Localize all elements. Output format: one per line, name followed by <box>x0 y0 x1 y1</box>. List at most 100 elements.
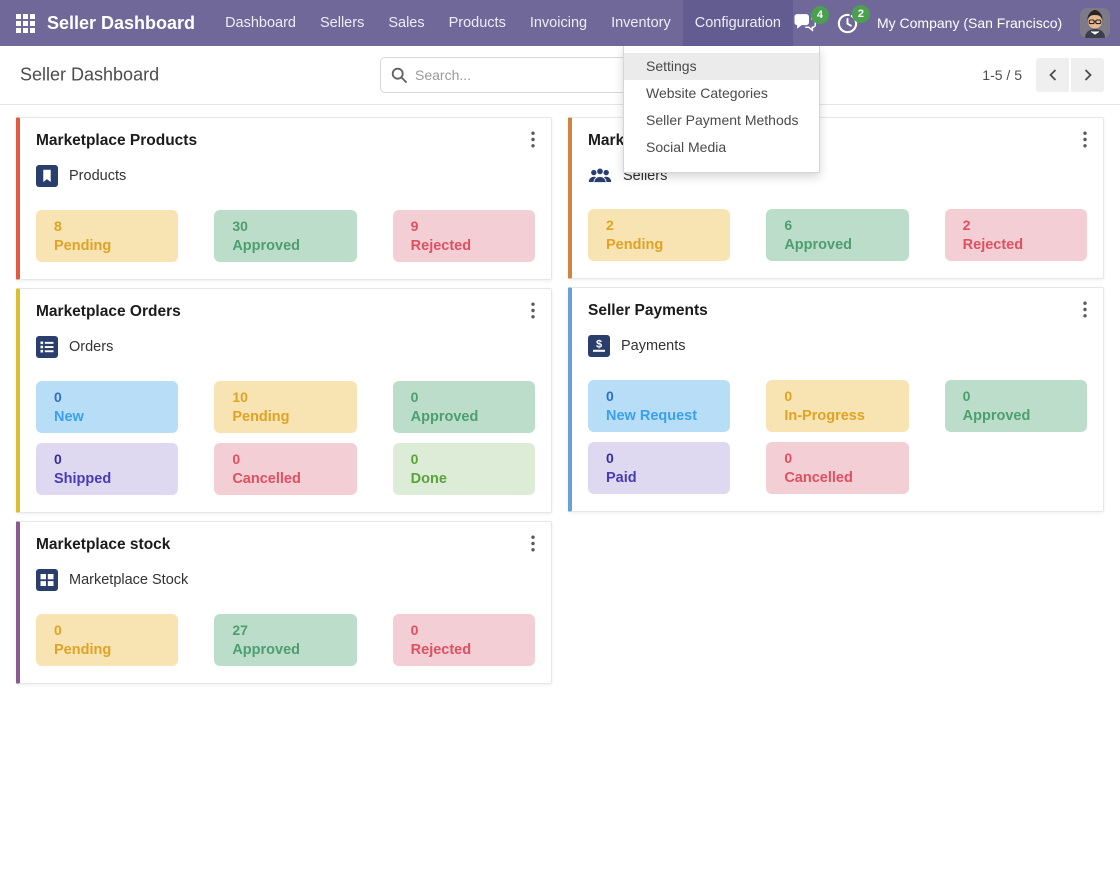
card-menu-link-marketplace-stock[interactable]: Marketplace Stock <box>36 569 188 591</box>
chevron-right-icon <box>1084 69 1092 81</box>
nav-item-sales[interactable]: Sales <box>388 15 425 31</box>
dashboard-content: Marketplace Products Products 8 Pending 30 Ap… <box>0 105 1120 696</box>
app-brand[interactable]: Seller Dashboard <box>47 12 196 33</box>
top-navbar: Seller Dashboard Dashboard Sellers Sales Pr… <box>0 0 1120 46</box>
stat-value: 30 <box>232 218 248 234</box>
card-kebab-menu-icon[interactable] <box>527 300 539 326</box>
stat-label: Pending <box>606 237 664 253</box>
stat-label: Approved <box>962 408 1031 424</box>
company-switcher[interactable]: My Company (San Francisco) <box>876 15 1063 31</box>
stat-value: 0 <box>410 451 419 467</box>
card-kebab-menu-icon[interactable] <box>1079 129 1091 155</box>
pager-next-button[interactable] <box>1071 58 1104 92</box>
nav-item-inventory[interactable]: Inventory <box>611 15 671 31</box>
nav-item-dashboard[interactable]: Dashboard <box>225 15 296 31</box>
activities-badge: 2 <box>851 4 870 23</box>
card-stats: 0 New Request 0 In-Progress 0 Approved 0 Paid 0 C… <box>588 380 1087 494</box>
stat-done[interactable]: 0 Done <box>392 443 535 495</box>
stat-value: 0 <box>410 622 419 638</box>
money-check-icon: $ <box>588 335 610 357</box>
card-stats: 2 Pending 6 Approved 2 Rejected <box>588 209 1087 261</box>
stat-pending[interactable]: 2 Pending <box>588 209 731 261</box>
card-menu-label: Payments <box>621 338 686 354</box>
card-marketplace-stock: Marketplace stock Marketplace Stock 0 Pendi… <box>16 521 552 684</box>
stat-cancelled[interactable]: 0 Cancelled <box>214 443 357 495</box>
dropdown-item-social-media[interactable]: Social Media <box>646 139 727 155</box>
stat-approved[interactable]: 27 Approved <box>214 614 357 666</box>
stat-paid[interactable]: 0 Paid <box>588 442 731 494</box>
stat-label: Pending <box>54 642 112 658</box>
dropdown-item-website-categories[interactable]: Website Categories <box>646 85 768 101</box>
stat-cancelled[interactable]: 0 Cancelled <box>766 442 909 494</box>
stat-label: New Request <box>606 408 698 424</box>
pager-previous-button[interactable] <box>1036 58 1069 92</box>
stat-label: Approved <box>410 409 479 425</box>
card-menu-link-orders[interactable]: Orders <box>36 336 113 358</box>
stat-shipped[interactable]: 0 Shipped <box>36 443 179 495</box>
dropdown-item-settings[interactable]: Settings <box>624 53 819 80</box>
nav-item-configuration[interactable]: Configuration <box>682 0 793 46</box>
main-menu: Dashboard Sellers Sales Products Invoicing In… <box>213 0 793 46</box>
stat-label: Approved <box>784 237 852 253</box>
card-menu-link-payments[interactable]: $ Payments <box>588 335 685 357</box>
stat-label: Cancelled <box>232 471 301 487</box>
stat-value: 0 <box>784 388 793 404</box>
stat-label: Approved <box>232 642 300 658</box>
user-avatar-image <box>1080 8 1111 38</box>
stat-approved[interactable]: 30 Approved <box>214 210 357 262</box>
card-stats: 0 Pending 27 Approved 0 Rejected <box>36 614 535 666</box>
stat-pending[interactable]: 8 Pending <box>36 210 179 262</box>
stat-label: Paid <box>606 470 637 486</box>
stat-rejected[interactable]: 9 Rejected <box>392 210 535 262</box>
stat-value: 8 <box>54 218 62 234</box>
card-menu-label: Products <box>69 168 127 184</box>
stat-rejected[interactable]: 2 Rejected <box>944 209 1087 261</box>
search-icon <box>391 67 407 83</box>
dropdown-item-seller-payment-methods[interactable]: Seller Payment Methods <box>646 112 799 128</box>
nav-item-invoicing[interactable]: Invoicing <box>529 15 588 31</box>
stat-label: Done <box>410 471 447 487</box>
stat-value: 0 <box>232 451 241 467</box>
navbar-systray: 4 2 My Company (San Francisco) <box>793 4 1111 38</box>
pager: 1-5 / 5 <box>982 58 1104 92</box>
stat-label: Pending <box>54 238 112 254</box>
stat-approved[interactable]: 0 Approved <box>944 380 1087 432</box>
card-title: Seller Payments <box>588 302 708 319</box>
stat-value: 0 <box>784 450 793 466</box>
stat-value: 6 <box>784 217 793 233</box>
card-marketplace-products: Marketplace Products Products 8 Pending 30 Ap… <box>16 117 552 280</box>
stat-label: Rejected <box>410 642 472 658</box>
card-menu-link-products[interactable]: Products <box>36 165 126 187</box>
card-marketplace-orders: Marketplace Orders Orders 0 New 10 Pending 0 Ap… <box>16 288 552 513</box>
card-menu-label: Marketplace Stock <box>69 572 189 588</box>
card-kebab-menu-icon[interactable] <box>527 533 539 559</box>
card-kebab-menu-icon[interactable] <box>527 129 539 155</box>
messages-button[interactable]: 4 <box>793 5 829 34</box>
stat-label: Shipped <box>54 471 112 487</box>
stat-label: Rejected <box>962 237 1024 253</box>
cards-column-left: Marketplace Products Products 8 Pending 30 Ap… <box>16 117 552 684</box>
stat-pending[interactable]: 10 Pending <box>214 381 357 433</box>
nav-item-products[interactable]: Products <box>448 15 506 31</box>
stat-approved[interactable]: 0 Approved <box>392 381 535 433</box>
stat-in-progress[interactable]: 0 In-Progress <box>766 380 909 432</box>
apps-menu-button[interactable] <box>16 10 35 36</box>
stat-pending[interactable]: 0 Pending <box>36 614 179 666</box>
card-title: Marketplace stock <box>36 536 171 553</box>
stat-approved[interactable]: 6 Approved <box>766 209 909 261</box>
stat-new[interactable]: 0 New <box>36 381 179 433</box>
user-avatar[interactable] <box>1080 8 1111 38</box>
stat-value: 0 <box>410 389 419 405</box>
stat-value: 9 <box>410 218 419 234</box>
nav-item-sellers[interactable]: Sellers <box>320 15 365 31</box>
cards-column-right: Marketplace SellersSellers2Pending6Appro… <box>568 117 1104 684</box>
stat-value: 27 <box>232 622 248 638</box>
card-kebab-menu-icon[interactable] <box>1079 299 1091 325</box>
stat-new-request[interactable]: 0 New Request <box>588 380 731 432</box>
stat-rejected[interactable]: 0 Rejected <box>392 614 535 666</box>
activities-button[interactable]: 2 <box>836 4 870 35</box>
stat-value: 10 <box>232 389 248 405</box>
svg-text:$: $ <box>596 339 602 351</box>
stat-value: 0 <box>606 450 614 466</box>
